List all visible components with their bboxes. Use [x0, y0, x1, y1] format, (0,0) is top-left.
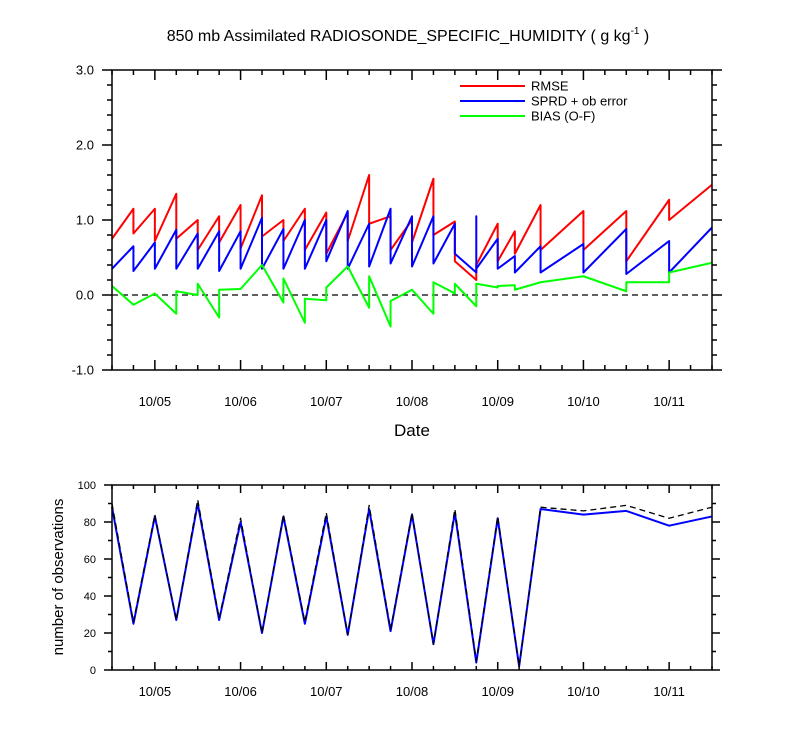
y-tick-label: 100 [78, 480, 96, 492]
bottom-chart-y-axis-label: number of observations [50, 499, 67, 656]
top-chart-series [111, 174, 713, 328]
legend-label: RMSE [531, 79, 569, 94]
y-tick-label: 0.0 [76, 288, 94, 303]
x-tick-label: 10/08 [396, 394, 429, 409]
bottom-chart-y-tick-labels: 0 20 40 60 80 100 [78, 480, 96, 677]
series-line-observations-dashed [111, 499, 713, 667]
x-tick-label: 10/05 [139, 394, 172, 409]
bottom-chart-frame [111, 484, 713, 671]
series-line-sprd-ob-error [111, 207, 713, 275]
top-chart-x-tick-labels: 10/05 10/06 10/07 10/08 10/09 10/10 10/11 [139, 394, 685, 409]
x-tick-label: 10/07 [310, 684, 343, 699]
y-tick-label: -1.0 [72, 363, 94, 378]
y-tick-label: 60 [84, 554, 96, 566]
x-tick-label: 10/08 [396, 684, 429, 699]
y-tick-label: 20 [84, 628, 96, 640]
x-tick-label: 10/07 [310, 394, 343, 409]
y-tick-label: 3.0 [76, 63, 94, 78]
bottom-chart-ticks [104, 484, 720, 671]
top-chart-ticks [102, 69, 722, 371]
y-tick-label: 1.0 [76, 213, 94, 228]
chart-title-superscript: -1 [631, 26, 640, 37]
y-tick-label: 40 [84, 591, 96, 603]
x-tick-label: 10/06 [224, 394, 257, 409]
legend-label: SPRD + ob error [531, 94, 628, 109]
series-line-bias-o-f [111, 261, 713, 328]
y-tick-label: 2.0 [76, 138, 94, 153]
legend-label: BIAS (O-F) [531, 109, 595, 124]
x-tick-label: 10/11 [653, 684, 685, 699]
top-chart-x-axis-label: Date [394, 421, 430, 440]
x-tick-label: 10/09 [481, 684, 514, 699]
x-tick-label: 10/06 [224, 684, 257, 699]
x-tick-label: 10/05 [139, 684, 172, 699]
top-chart-y-tick-labels: -1.0 0.0 1.0 2.0 3.0 [72, 63, 94, 378]
x-tick-label: 10/10 [567, 684, 600, 699]
x-tick-label: 10/09 [481, 394, 514, 409]
y-tick-label: 80 [84, 517, 96, 529]
x-tick-label: 10/11 [653, 394, 685, 409]
top-chart-panel: -1.00.01.02.03.0 10/05 10/06 10/07 10/08 10/… [72, 63, 722, 440]
bottom-chart-x-tick-labels: 10/05 10/06 10/07 10/08 10/09 10/10 10/11 [139, 684, 685, 699]
y-tick-label: 0 [90, 665, 96, 677]
x-tick-label: 10/10 [567, 394, 600, 409]
bottom-chart-series [111, 499, 713, 668]
chart-title-suffix: ) [639, 28, 649, 45]
chart-title-prefix: 850 mb Assimilated RADIOSONDE_SPECIFIC_H… [167, 28, 631, 45]
chart-title: 850 mb Assimilated RADIOSONDE_SPECIFIC_H… [167, 26, 650, 45]
series-line-observations-blue [111, 502, 713, 668]
